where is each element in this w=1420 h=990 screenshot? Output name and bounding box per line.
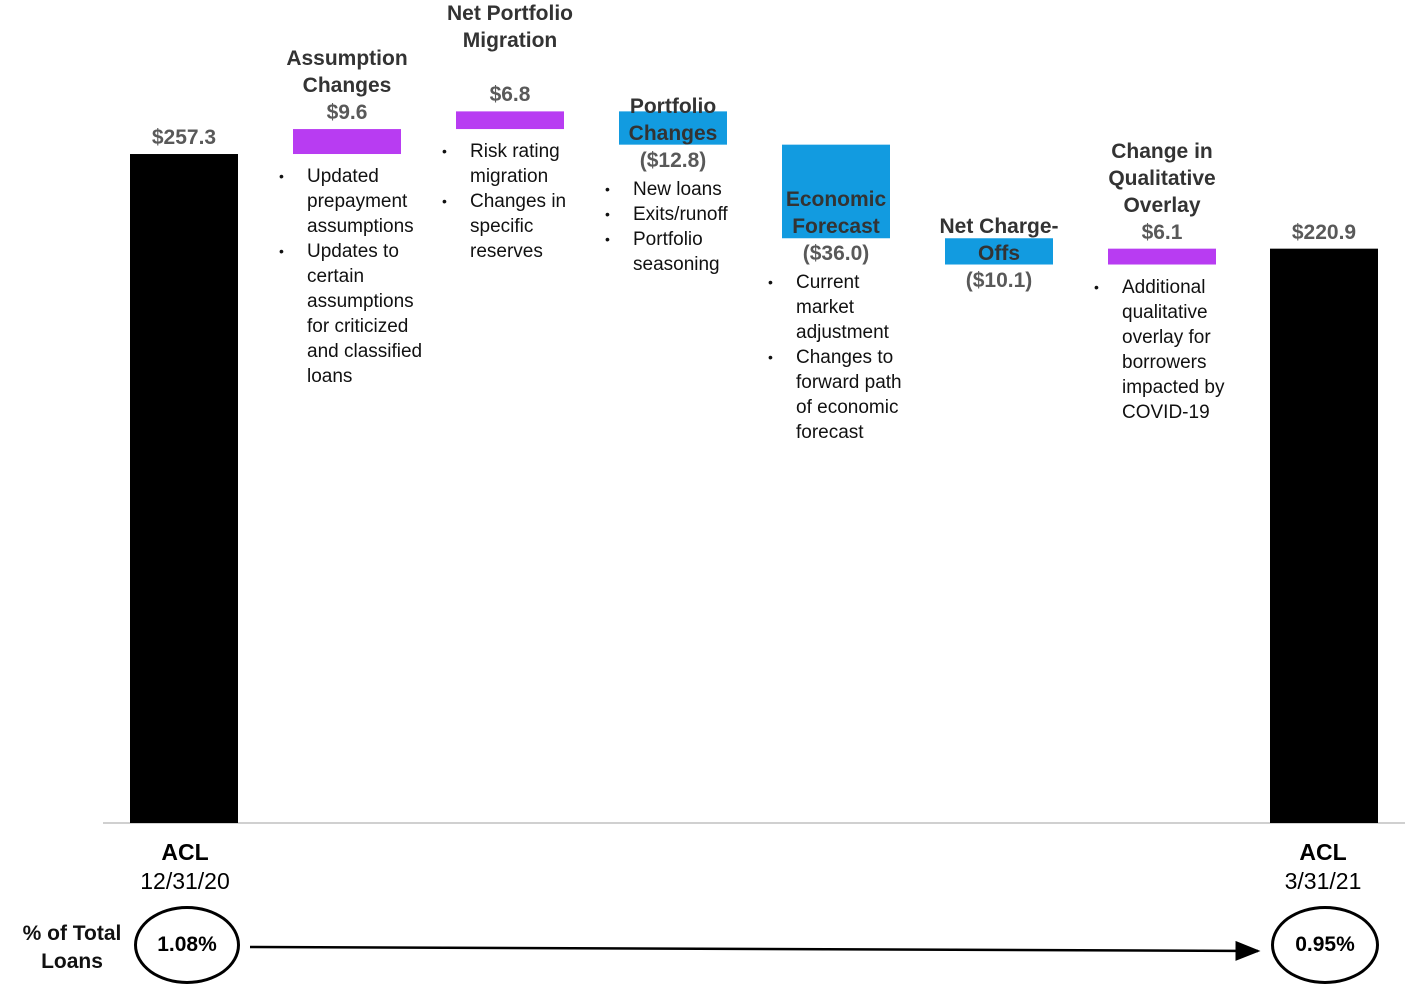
step-notes-list: Risk rating migrationChanges in specific… [442, 139, 578, 264]
step-note-item: Updates to certain assumptions for criti… [279, 239, 429, 389]
step-note-item: Changes in specific reserves [442, 189, 578, 264]
step-bar-4 [782, 144, 890, 239]
step-value-label: $9.6 [326, 101, 368, 125]
acl-start-date: 12/31/20 [140, 868, 230, 894]
step-category-title: Change in Qualitative Overlay [1108, 139, 1216, 217]
step-bar-2 [456, 111, 564, 130]
acl-end-title: ACL [1299, 839, 1347, 865]
step-note-item: Updated prepayment assumptions [279, 164, 429, 239]
step-category-title: Net Portfolio Migration [447, 2, 573, 53]
end-value-label: $220.9 [1291, 220, 1357, 244]
step-notes-list: Updated prepayment assumptionsUpdates to… [279, 164, 429, 389]
step-bar-6 [1108, 248, 1216, 265]
acl-start-title: ACL [161, 839, 209, 865]
pct-end-oval: 0.95% [1271, 906, 1379, 984]
start-value-label: $257.3 [151, 126, 217, 150]
pct-start-oval: 1.08% [134, 906, 240, 984]
pct-total-loans-label: % of Total Loans [22, 922, 122, 973]
pct-change-arrow [249, 940, 1261, 961]
step-value-label: $6.1 [1141, 220, 1183, 244]
step-value-label: $6.8 [489, 83, 531, 107]
end-total-bar [1270, 248, 1378, 823]
step-category-title: Economic Forecast [785, 188, 887, 239]
step-category-title: Portfolio Changes [628, 94, 718, 145]
step-value-label: ($10.1) [965, 268, 1033, 292]
step-note-item: Risk rating migration [442, 139, 578, 189]
acl-end-date: 3/31/21 [1284, 868, 1362, 894]
step-note-item: New loans [605, 177, 741, 202]
acl-end-label: ACL 3/31/21 [1243, 838, 1403, 896]
step-note-item: Exits/runoff [605, 202, 741, 227]
step-category-title: Net Charge-Offs [939, 214, 1059, 265]
step-bar-3 [619, 111, 727, 145]
step-bar-1 [293, 129, 401, 155]
step-notes-list: Additional qualitative overlay for borro… [1094, 275, 1230, 425]
start-total-bar [130, 154, 238, 823]
step-category-title: Assumption Changes [286, 47, 408, 98]
step-note-item: Portfolio seasoning [605, 227, 741, 277]
step-value-label: ($12.8) [639, 148, 707, 172]
acl-start-label: ACL 12/31/20 [105, 838, 265, 896]
step-notes-list: New loansExits/runoffPortfolio seasoning [605, 177, 741, 277]
step-note-item: Current market adjustment [768, 270, 904, 345]
step-note-item: Changes to forward path of economic fore… [768, 345, 904, 445]
step-bar-5 [945, 238, 1053, 265]
step-value-label: ($36.0) [802, 242, 870, 266]
step-notes-list: Current market adjustmentChanges to forw… [768, 270, 904, 445]
step-note-item: Additional qualitative overlay for borro… [1094, 275, 1230, 425]
